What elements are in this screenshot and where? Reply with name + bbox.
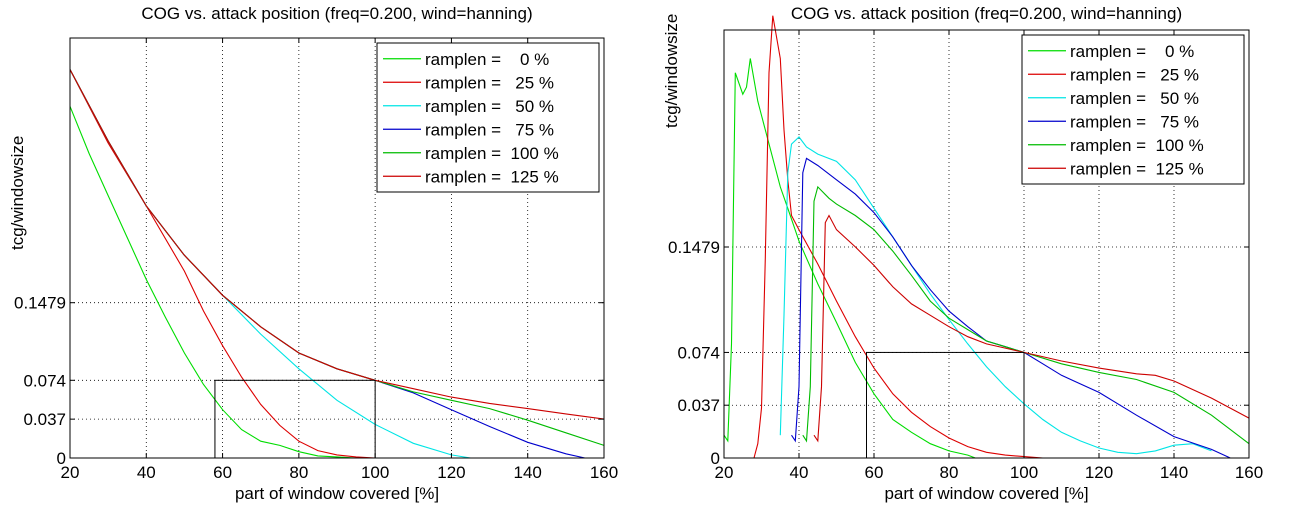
x-tick-label: 40	[790, 463, 809, 482]
legend-label: ramplen = 125 %	[1070, 159, 1204, 178]
legend-label: ramplen = 50 %	[425, 97, 554, 116]
x-tick-label: 100	[361, 463, 389, 482]
legend-label: ramplen = 25 %	[1070, 65, 1199, 84]
y-tick-label: 0.074	[677, 343, 720, 362]
x-tick-label: 120	[437, 463, 465, 482]
chart-title: COG vs. attack position (freq=0.200, win…	[790, 4, 1183, 23]
legend-label: ramplen = 25 %	[425, 73, 554, 92]
x-tick-label: 100	[1010, 463, 1038, 482]
x-tick-label: 120	[1085, 463, 1113, 482]
legend-label: ramplen = 75 %	[1070, 112, 1199, 131]
legend-box	[376, 42, 600, 193]
x-tick-label: 80	[289, 463, 308, 482]
axes-frame	[723, 29, 1250, 459]
legend-label: ramplen = 0 %	[425, 50, 549, 69]
legend-box	[1021, 34, 1245, 185]
y-axis-label: tcg/windowsize	[662, 13, 681, 128]
x-tick-label: 40	[137, 463, 156, 482]
x-tick-label: 60	[865, 463, 884, 482]
y-tick-label: 0.1479	[14, 294, 66, 313]
x-tick-label: 160	[1235, 463, 1263, 482]
legend-label: ramplen = 50 %	[1070, 89, 1199, 108]
series-line	[69, 106, 376, 459]
x-axis-label: part of window covered [%]	[884, 484, 1089, 503]
series-line	[802, 185, 1250, 445]
series-line	[791, 157, 1231, 459]
legend-label: ramplen = 125 %	[425, 167, 559, 186]
legend-label: ramplen = 100 %	[1070, 136, 1204, 155]
chart-svg: 20 40 60 80 100 120 140 160 0 0.037 0.074 0.1479 ram…	[668, 15, 1263, 482]
x-tick-label: 160	[590, 463, 618, 482]
chart-panel-right: COG vs. attack position (freq=0.200, win…	[646, 0, 1292, 510]
x-tick-label: 140	[1160, 463, 1188, 482]
y-tick-label: 0	[57, 449, 66, 468]
y-tick-label: 0.1479	[668, 238, 720, 257]
legend-label: ramplen = 100 %	[425, 144, 559, 163]
legend-label: ramplen = 75 %	[425, 120, 554, 139]
x-tick-label: 20	[61, 463, 80, 482]
y-tick-label: 0.037	[23, 410, 66, 429]
x-tick-label: 60	[213, 463, 232, 482]
y-tick-label: 0	[711, 449, 720, 468]
series-line	[69, 69, 395, 459]
series-line	[723, 58, 976, 459]
x-tick-label: 20	[715, 463, 734, 482]
x-tick-label: 80	[940, 463, 959, 482]
chart-svg: 20 40 60 80 100 120 140 160 0 0.037 0.074 0.1479 ram…	[14, 37, 618, 482]
series-line	[69, 69, 605, 420]
y-tick-label: 0.037	[677, 396, 720, 415]
x-axis-label: part of window covered [%]	[234, 484, 440, 503]
chart-panel-left: COG vs. attack position (freq=0.200, win…	[8, 4, 618, 503]
series-line	[753, 15, 1062, 459]
series-line	[813, 214, 1250, 443]
x-tick-label: 140	[514, 463, 542, 482]
y-axis-label: tcg/windowsize	[8, 135, 27, 250]
chart-title: COG vs. attack position (freq=0.200, win…	[141, 4, 533, 23]
y-tick-label: 0.074	[23, 371, 66, 390]
axes-frame	[69, 37, 605, 459]
legend-label: ramplen = 0 %	[1070, 42, 1194, 61]
